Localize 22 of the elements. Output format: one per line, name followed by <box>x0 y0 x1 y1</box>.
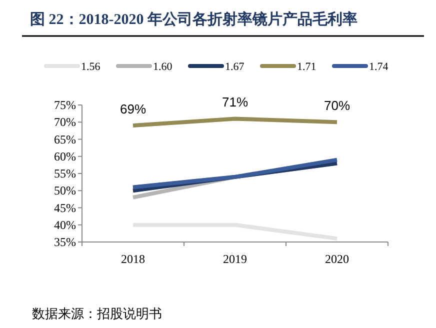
y-tick-label: 65% <box>54 132 76 146</box>
legend-label: 1.71 <box>297 61 316 73</box>
y-tick-label: 35% <box>54 235 76 249</box>
y-tick-label: 45% <box>54 200 76 215</box>
data-label: 71% <box>222 94 248 110</box>
y-tick-label: 70% <box>54 115 76 130</box>
data-label: 70% <box>324 98 350 114</box>
chart-title: 图 22：2018-2020 年公司各折射率镜片产品毛利率 <box>30 10 358 28</box>
y-tick-label: 50% <box>54 184 76 198</box>
legend-label: 1.67 <box>225 61 245 73</box>
legend-label: 1.74 <box>369 61 389 73</box>
x-tick-label: 2020 <box>325 252 349 266</box>
x-tick-label: 2019 <box>223 252 247 266</box>
legend-label: 1.56 <box>81 61 101 73</box>
y-tick-label: 55% <box>54 166 76 180</box>
x-tick-label: 2018 <box>121 252 145 266</box>
source-note: 数据来源：招股说明书 <box>32 306 162 321</box>
y-tick-label: 40% <box>54 218 76 232</box>
data-label: 69% <box>120 102 146 117</box>
y-tick-label: 60% <box>54 149 76 164</box>
y-tick-label: 75% <box>54 98 76 112</box>
legend-label: 1.60 <box>153 61 173 73</box>
